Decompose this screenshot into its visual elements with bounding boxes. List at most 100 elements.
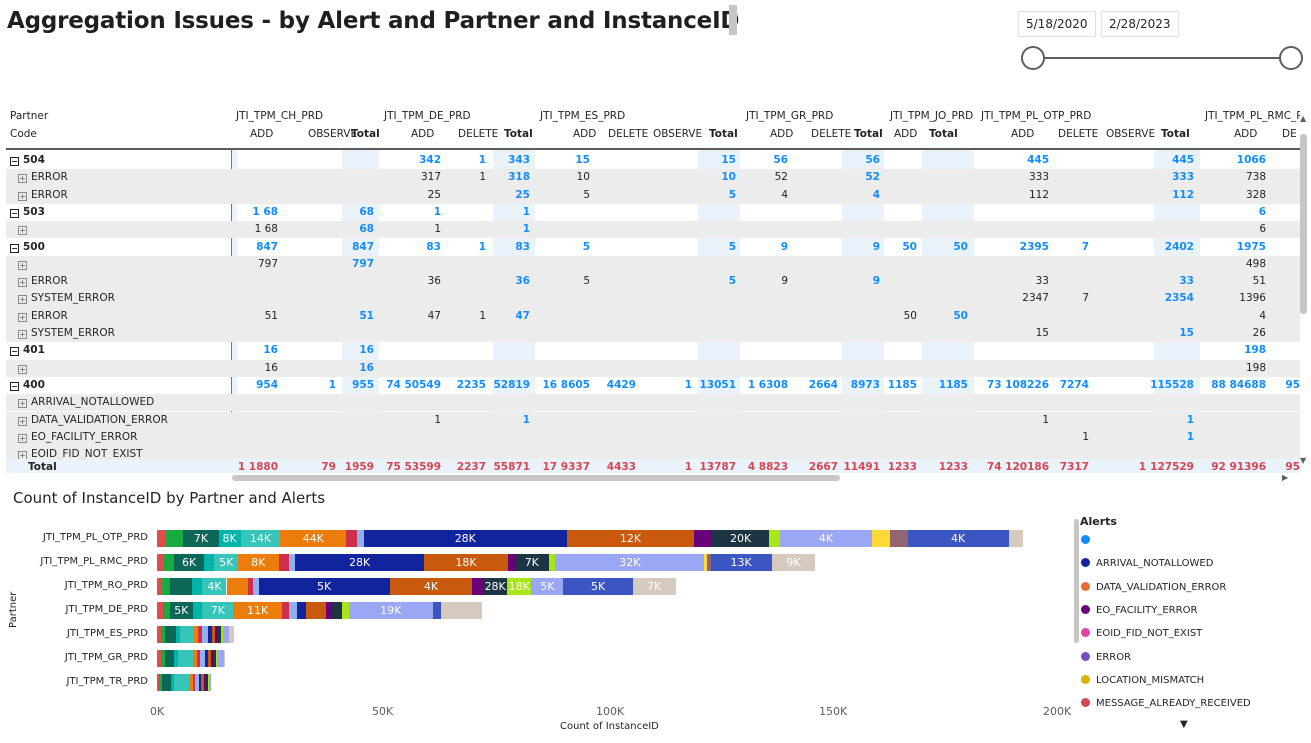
- bar-segment[interactable]: [161, 674, 171, 691]
- matrix-cell[interactable]: 445: [1027, 154, 1049, 166]
- matrix-cell[interactable]: 198: [1244, 344, 1266, 357]
- matrix-cell[interactable]: 115528: [1150, 378, 1194, 391]
- matrix-cell[interactable]: 954: [256, 378, 278, 391]
- matrix-cell[interactable]: 36: [427, 275, 441, 288]
- total-cell[interactable]: 1 1880: [237, 461, 278, 473]
- bar-segment[interactable]: 28K: [483, 578, 508, 595]
- total-cell[interactable]: 17 9337: [542, 461, 591, 473]
- column-header[interactable]: DELETE: [1058, 128, 1099, 140]
- collapse-icon[interactable]: −: [10, 208, 19, 218]
- column-header[interactable]: DE: [1282, 128, 1297, 140]
- legend-item[interactable]: [1081, 535, 1096, 546]
- scroll-up-arrow-icon[interactable]: ▲: [1300, 114, 1307, 123]
- bar-segment[interactable]: [694, 530, 712, 547]
- matrix-cell[interactable]: 5: [582, 240, 590, 253]
- matrix-cell[interactable]: 50: [902, 240, 917, 253]
- collapse-icon[interactable]: −: [10, 157, 19, 166]
- matrix-cell[interactable]: 9: [872, 275, 880, 288]
- bar-segment[interactable]: [170, 578, 192, 595]
- expand-icon[interactable]: +: [18, 330, 27, 339]
- bar-segment[interactable]: [170, 674, 174, 691]
- bar-segment[interactable]: 44K: [280, 530, 347, 547]
- legend-item[interactable]: LOCATION_MISMATCH: [1081, 674, 1204, 686]
- matrix-cell[interactable]: 4429: [606, 378, 636, 391]
- total-cell[interactable]: 4433: [606, 461, 636, 473]
- bar-segment[interactable]: [346, 530, 357, 547]
- bar-segment[interactable]: [178, 650, 194, 667]
- total-cell[interactable]: 79: [321, 461, 336, 473]
- matrix-row[interactable]: +16 16 198: [6, 359, 1300, 377]
- bar-segment[interactable]: [288, 602, 297, 619]
- matrix-cell[interactable]: 1: [479, 309, 486, 322]
- bar-segment[interactable]: 5K: [563, 578, 633, 595]
- total-cell[interactable]: 2667: [808, 461, 838, 473]
- matrix-row[interactable]: + SYSTEM_ERROR 2347 7 2354 1396: [6, 290, 1300, 308]
- matrix-cell[interactable]: 5: [728, 240, 736, 253]
- matrix-cell[interactable]: 15: [721, 154, 736, 166]
- bar-segment[interactable]: 5K: [258, 578, 390, 595]
- scroll-down-arrow-icon[interactable]: ▼: [1300, 456, 1307, 465]
- bar-segment[interactable]: [204, 650, 208, 667]
- matrix-cell[interactable]: 2664: [808, 378, 838, 391]
- total-cell[interactable]: 55871: [493, 461, 530, 473]
- matrix-horizontal-scrollbar[interactable]: ▶: [6, 473, 1300, 483]
- expand-icon[interactable]: +: [18, 260, 27, 270]
- bar-segment[interactable]: [165, 530, 184, 547]
- matrix-cell[interactable]: 88 84688: [1211, 378, 1266, 391]
- chart-legend[interactable]: Alerts ARRIVAL_NOTALLOWED DATA_VALIDATION…: [1074, 515, 1300, 730]
- matrix-row[interactable]: + DATA_VALIDATION_ERROR 1 1 1 1: [6, 411, 1300, 429]
- bar-segment[interactable]: 8K: [238, 554, 279, 571]
- bar-segment[interactable]: [157, 626, 161, 643]
- bar-segment[interactable]: 8K: [218, 530, 241, 547]
- matrix-cell[interactable]: 1396: [1239, 292, 1266, 305]
- date-slider-end-handle[interactable]: [1279, 46, 1303, 70]
- matrix-cell[interactable]: 7274: [1059, 378, 1089, 391]
- matrix-cell[interactable]: 342: [419, 154, 441, 166]
- matrix-vertical-scrollbar[interactable]: ▲ ▼: [1298, 114, 1310, 468]
- bar-segment[interactable]: [179, 626, 195, 643]
- bar-segment[interactable]: 4K: [907, 530, 1009, 547]
- matrix-cell[interactable]: 1: [479, 171, 486, 184]
- expand-icon[interactable]: +: [18, 278, 27, 288]
- collapse-icon[interactable]: −: [10, 381, 19, 391]
- matrix-row[interactable]: + EOID_FID_NOT_EXIST: [6, 446, 1300, 464]
- date-slider-start-handle[interactable]: [1021, 46, 1045, 70]
- matrix-cell[interactable]: 15: [1035, 327, 1049, 339]
- matrix-cell[interactable]: 1: [1186, 430, 1194, 443]
- bar-segment[interactable]: [223, 626, 229, 643]
- bar-segment[interactable]: 32K: [555, 554, 704, 571]
- matrix-cell[interactable]: 51: [359, 309, 374, 322]
- matrix-cell[interactable]: 1: [522, 223, 530, 236]
- column-header[interactable]: Total: [929, 128, 958, 140]
- matrix-cell[interactable]: 10: [576, 171, 590, 184]
- bar-segment[interactable]: [192, 602, 203, 619]
- bar-segment[interactable]: 4K: [779, 530, 873, 547]
- bar-segment[interactable]: [202, 626, 209, 643]
- matrix-row[interactable]: + EO_FACILITY_ERROR 1 1: [6, 428, 1300, 447]
- bar-segment[interactable]: 4K: [202, 578, 227, 595]
- bar-segment[interactable]: [211, 650, 214, 667]
- matrix-visual[interactable]: Partner Code JTI_TPM_CH_PRD JTI_TPM_DE_P…: [6, 107, 1300, 473]
- matrix-cell[interactable]: 7: [1082, 292, 1089, 305]
- matrix-cell[interactable]: 1: [1082, 430, 1089, 443]
- matrix-cell[interactable]: 847: [256, 240, 278, 253]
- matrix-row[interactable]: + ERROR 36 36 5 5 9 9 33 33 51: [6, 273, 1300, 291]
- bar-segment[interactable]: 20K: [711, 530, 770, 547]
- collapse-icon[interactable]: −: [10, 243, 19, 253]
- matrix-row[interactable]: +1 68 68 1 1 6: [6, 221, 1300, 239]
- matrix-cell[interactable]: 52: [774, 171, 788, 184]
- total-cell[interactable]: 1: [684, 461, 692, 473]
- bar-segment[interactable]: [508, 554, 515, 571]
- column-header[interactable]: ADD: [573, 128, 597, 140]
- bar-segment[interactable]: [157, 578, 163, 595]
- matrix-cell[interactable]: 328: [1245, 188, 1266, 201]
- bar-segment[interactable]: [194, 626, 198, 643]
- bar-segment[interactable]: [196, 650, 200, 667]
- matrix-row[interactable]: + ARRIVAL_NOTALLOWED: [6, 394, 1300, 412]
- matrix-cell[interactable]: 1066: [1236, 154, 1266, 166]
- matrix-cell[interactable]: 16: [264, 361, 278, 374]
- matrix-group-row[interactable]: −500 847 847 83 1 83 5 5 9 9 50 50 2395 7 2402 1975: [6, 239, 1300, 256]
- matrix-cell[interactable]: 6: [1259, 223, 1266, 236]
- matrix-total-row[interactable]: Total 1 1880 79 1959 75 53599 2237 55871 17 933…: [6, 459, 1300, 473]
- start-date-input[interactable]: 5/18/2020: [1018, 11, 1096, 37]
